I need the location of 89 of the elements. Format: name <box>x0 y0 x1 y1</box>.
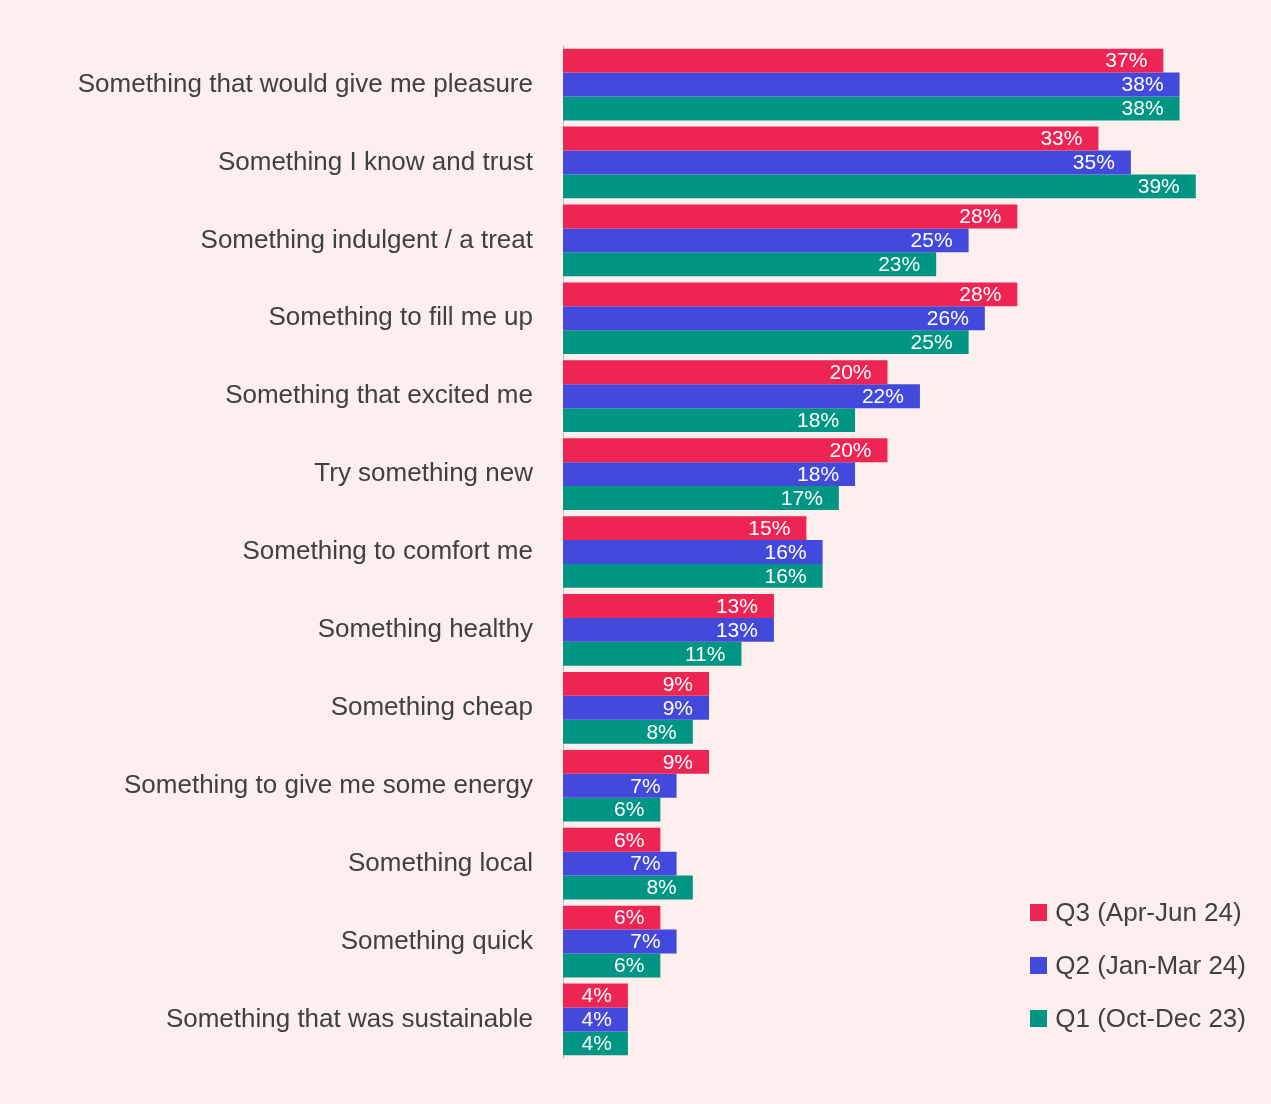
data-label: 28% <box>959 204 1002 228</box>
bar <box>563 797 661 822</box>
bar <box>563 773 677 798</box>
bar <box>563 306 985 331</box>
bar <box>563 641 742 666</box>
bar <box>563 953 661 978</box>
bar <box>563 150 1131 175</box>
data-label: 25% <box>910 329 953 353</box>
bar <box>563 330 969 355</box>
y-tick-label: Something I know and trust <box>217 145 534 176</box>
data-label: 6% <box>613 797 645 821</box>
data-label: 39% <box>1137 174 1180 198</box>
bar <box>563 827 661 852</box>
data-label: 4% <box>581 1031 612 1055</box>
data-label: 22% <box>861 383 904 407</box>
data-label: 4% <box>581 1007 612 1031</box>
data-label: 9% <box>662 671 694 695</box>
data-label: 16% <box>764 539 807 563</box>
data-label: 11% <box>684 641 726 665</box>
data-label: 20% <box>829 360 872 384</box>
bar <box>563 719 693 744</box>
y-tick-label: Something to comfort me <box>242 535 533 566</box>
bar <box>563 204 1018 229</box>
bar <box>563 72 1180 97</box>
bar <box>563 126 1099 151</box>
bar <box>563 48 1164 73</box>
bar <box>563 462 856 487</box>
bar <box>563 252 937 277</box>
y-tick-label: Something local <box>348 846 533 877</box>
data-label: 6% <box>613 953 645 977</box>
bar <box>563 671 710 696</box>
bar <box>563 228 969 253</box>
y-tick-label: Something healthy <box>317 613 533 644</box>
data-label: 26% <box>926 306 969 330</box>
data-label: 15% <box>748 515 791 539</box>
bar <box>563 617 774 642</box>
bar <box>563 408 856 433</box>
data-label: 8% <box>646 875 677 899</box>
bar <box>563 851 677 876</box>
data-label: 20% <box>829 438 872 461</box>
y-tick-label: Something quick <box>340 924 534 955</box>
legend-label: Q2 (Jan-Mar 24) <box>1055 950 1246 981</box>
y-tick-label: Something indulgent / a treat <box>200 223 534 254</box>
data-label: 6% <box>613 905 645 929</box>
data-label: 13% <box>715 617 758 641</box>
data-label: 18% <box>797 461 840 485</box>
data-label: 38% <box>1121 72 1164 96</box>
data-label: 8% <box>646 719 677 743</box>
y-tick-label: Something cheap <box>330 690 533 721</box>
data-label: 18% <box>797 407 840 431</box>
data-label: 6% <box>613 827 645 851</box>
y-tick-label: Something that was sustainable <box>165 1002 533 1033</box>
data-label: 17% <box>780 485 823 509</box>
bar <box>563 96 1180 121</box>
data-label: 7% <box>630 851 661 875</box>
bar <box>563 594 774 618</box>
bar <box>563 174 1196 199</box>
y-tick-label: Something to fill me up <box>268 301 533 332</box>
data-label: 13% <box>715 593 758 617</box>
data-label: 9% <box>662 749 694 773</box>
data-label: 9% <box>662 695 694 719</box>
bar <box>563 438 888 463</box>
bar <box>563 516 807 541</box>
y-tick-label: Something that would give me pleasure <box>77 67 533 98</box>
data-label: 28% <box>959 282 1002 306</box>
bar <box>563 360 888 385</box>
bar <box>563 282 1018 307</box>
y-tick-label: Try something new <box>314 457 534 488</box>
y-tick-label: Something that excited me <box>225 379 533 410</box>
y-tick-label: Something to give me some energy <box>124 768 533 799</box>
legend-label: Q1 (Oct-Dec 23) <box>1055 1003 1246 1034</box>
bar <box>563 749 710 774</box>
bar <box>563 540 823 564</box>
data-label: 38% <box>1121 96 1164 120</box>
data-label: 25% <box>910 228 953 252</box>
bar <box>563 384 920 409</box>
bar <box>563 695 710 720</box>
bar <box>563 486 839 510</box>
data-label: 23% <box>878 252 921 276</box>
data-label: 37% <box>1105 48 1148 72</box>
data-label: 7% <box>630 773 661 797</box>
legend-label: Q3 (Apr-Jun 24) <box>1055 897 1242 928</box>
bar <box>563 563 823 588</box>
bar <box>563 905 661 930</box>
data-label: 4% <box>581 983 612 1007</box>
data-label: 35% <box>1072 150 1115 174</box>
data-label: 33% <box>1040 126 1083 150</box>
data-label: 7% <box>630 929 661 953</box>
data-label: 16% <box>764 563 807 587</box>
